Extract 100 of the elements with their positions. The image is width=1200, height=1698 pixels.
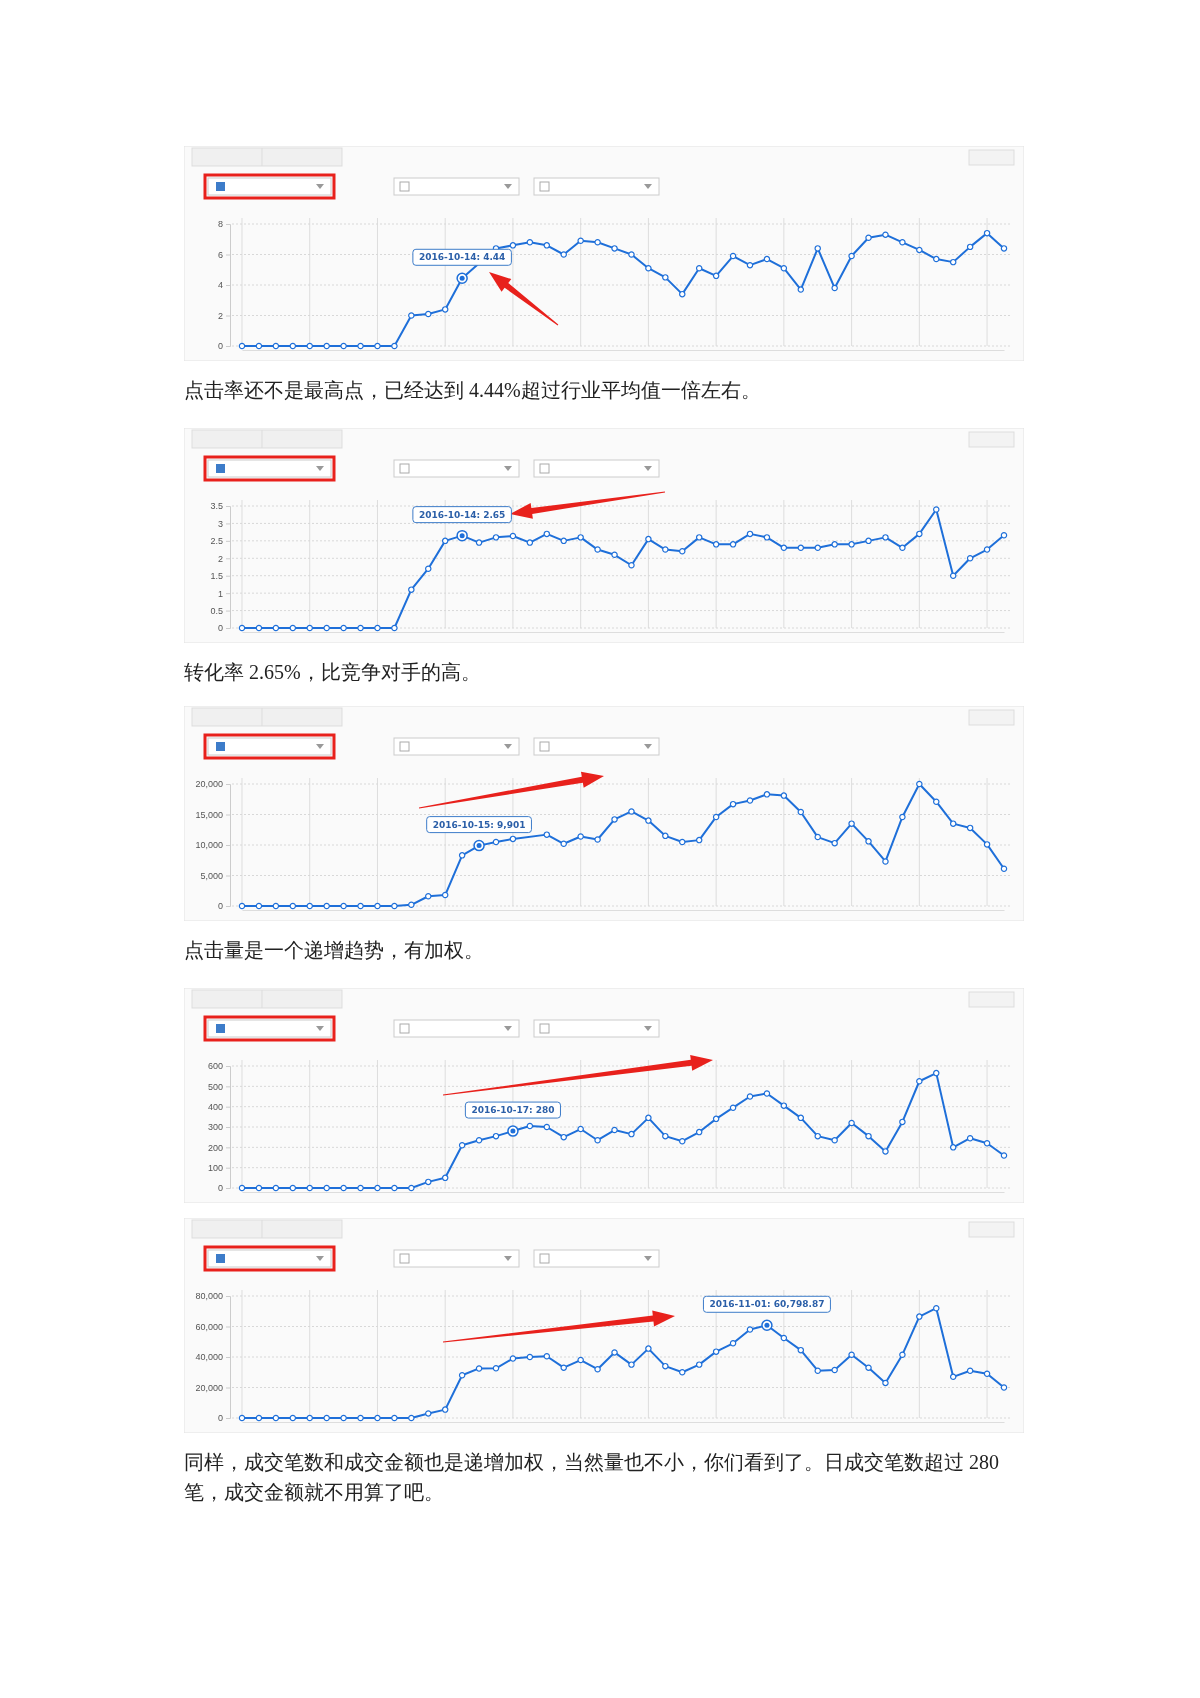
point [357,1184,364,1192]
point [831,1366,838,1374]
point [966,555,974,562]
point [255,1414,263,1422]
y-tick-label: 20,000 [195,1382,223,1393]
point [865,234,872,241]
point [695,836,703,844]
point [729,1340,737,1347]
point [357,902,364,910]
point [797,544,805,552]
point [712,541,720,548]
point [594,239,601,246]
point [933,255,940,263]
point [543,530,551,538]
y-tick-label: 300 [207,1122,223,1133]
point [560,1133,567,1141]
point [645,264,652,272]
point [408,1414,415,1422]
point [949,820,957,827]
point [323,624,330,632]
point [628,1130,635,1138]
point [679,548,686,555]
point [763,791,771,798]
point [492,534,500,541]
point [408,312,415,319]
point [289,902,297,910]
point [408,1184,415,1192]
point [695,264,703,272]
point [306,1184,313,1192]
point [272,624,280,632]
point [255,902,263,910]
point [526,1122,534,1130]
point [289,342,297,350]
point [441,537,449,545]
point [509,242,517,249]
point [780,1334,788,1342]
point [780,264,788,272]
point [662,832,669,840]
point [1000,532,1008,539]
point [831,284,838,292]
y-tick-label: 0.5 [210,605,223,616]
point [509,1355,517,1362]
point [391,902,398,910]
point [933,506,940,513]
point [374,1414,381,1422]
point [780,792,788,799]
point [865,1132,872,1140]
point [560,537,567,545]
point [340,1184,347,1192]
point [916,780,923,788]
point [933,798,940,805]
point [916,1313,923,1320]
point [475,539,483,546]
point [949,1144,957,1151]
point [729,1104,737,1111]
point [966,243,974,251]
point [340,902,347,910]
point [543,831,551,838]
point [729,252,737,260]
point [408,586,415,593]
point [306,902,313,910]
y-tick-label: 6 [217,249,223,260]
point [543,242,551,249]
point [577,1125,584,1133]
point [848,541,855,548]
point [695,1361,703,1368]
point [391,342,398,350]
point [763,534,771,541]
point [323,1184,330,1192]
point [645,817,652,824]
point [848,1119,855,1127]
point [492,1365,500,1372]
point [255,624,263,632]
y-tick-label: 80,000 [195,1291,223,1302]
point [323,342,330,350]
point [679,290,686,298]
point [966,1134,974,1142]
y-tick-label: 20,000 [195,779,223,790]
point [848,820,855,827]
text: 点击率还不是最高点，已经达到 4.44%超过行业平均值一倍左右。 [184,378,762,403]
point [340,624,347,632]
point [679,1369,686,1376]
point [526,1353,534,1361]
point [628,808,635,815]
point [712,1348,720,1355]
point [712,813,720,821]
y-tick-label: 500 [207,1081,223,1092]
point [374,1184,381,1192]
point [814,1132,821,1140]
point [425,310,432,318]
point [729,800,737,808]
y-tick-label: 3 [217,518,223,529]
point [425,1178,432,1186]
point [238,1414,246,1422]
point [746,530,754,538]
point [408,901,415,909]
point [916,1078,923,1085]
point [594,836,601,843]
point [679,1137,686,1145]
point [391,624,398,632]
